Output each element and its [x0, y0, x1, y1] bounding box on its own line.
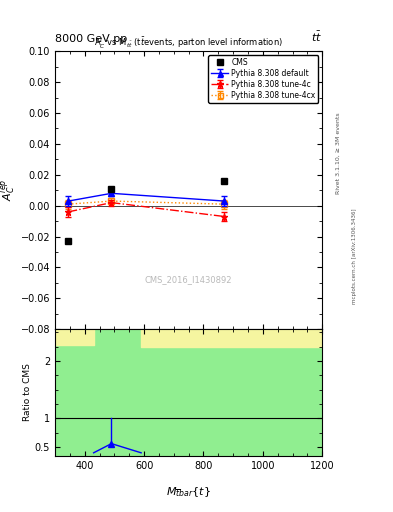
Text: $M_{\overline{t}bar}\{t\}$: $M_{\overline{t}bar}\{t\}$: [166, 485, 211, 499]
Text: $t\bar{t}$: $t\bar{t}$: [311, 29, 322, 44]
Legend: CMS, Pythia 8.308 default, Pythia 8.308 tune-4c, Pythia 8.308 tune-4cx: CMS, Pythia 8.308 default, Pythia 8.308 …: [208, 55, 318, 103]
Text: CMS_2016_I1430892: CMS_2016_I1430892: [145, 275, 232, 284]
CMS: [109, 186, 114, 192]
CMS: [66, 238, 71, 244]
Line: CMS: CMS: [65, 178, 228, 244]
Text: Rivet 3.1.10, ≥ 3M events: Rivet 3.1.10, ≥ 3M events: [336, 113, 341, 195]
Y-axis label: $A_C^{lep}$: $A_C^{lep}$: [0, 179, 18, 202]
Text: 8000 GeV pp: 8000 GeV pp: [55, 33, 127, 44]
Text: mcplots.cern.ch [arXiv:1306.3436]: mcplots.cern.ch [arXiv:1306.3436]: [352, 208, 357, 304]
Bar: [55, 329, 322, 456]
CMS: [222, 178, 227, 184]
Y-axis label: Ratio to CMS: Ratio to CMS: [23, 364, 32, 421]
Title: A$_C^l$ vs M$_{t\bar{t}}$ (t$\bar{t}$events, parton level information): A$_C^l$ vs M$_{t\bar{t}}$ (t$\bar{t}$eve…: [94, 36, 283, 51]
